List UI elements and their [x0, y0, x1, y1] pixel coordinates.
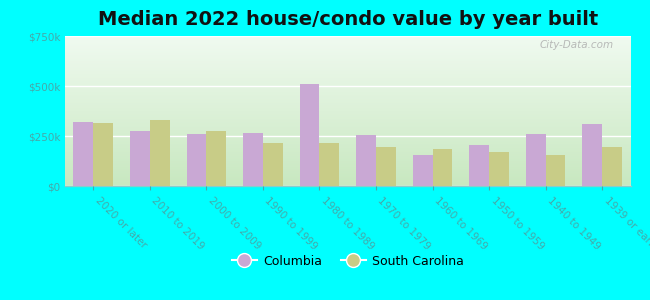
Bar [320, 143, 339, 186]
Bar [94, 123, 113, 186]
Bar [526, 134, 546, 186]
Bar [73, 122, 94, 186]
Bar [150, 120, 170, 186]
Bar [602, 147, 622, 186]
Bar [356, 135, 376, 186]
Bar [300, 84, 319, 186]
Title: Median 2022 house/condo value by year built: Median 2022 house/condo value by year bu… [98, 10, 598, 29]
Bar [489, 152, 509, 186]
Legend: Columbia, South Carolina: Columbia, South Carolina [227, 250, 469, 273]
Bar [469, 145, 489, 186]
Bar [433, 149, 452, 186]
Bar [582, 124, 602, 186]
Bar [187, 134, 207, 186]
Bar [546, 155, 566, 186]
Bar [243, 133, 263, 186]
Bar [413, 155, 433, 186]
Bar [130, 131, 150, 186]
Bar [207, 131, 226, 186]
Bar [376, 147, 396, 186]
Bar [263, 143, 283, 186]
Text: City-Data.com: City-Data.com [540, 40, 614, 50]
